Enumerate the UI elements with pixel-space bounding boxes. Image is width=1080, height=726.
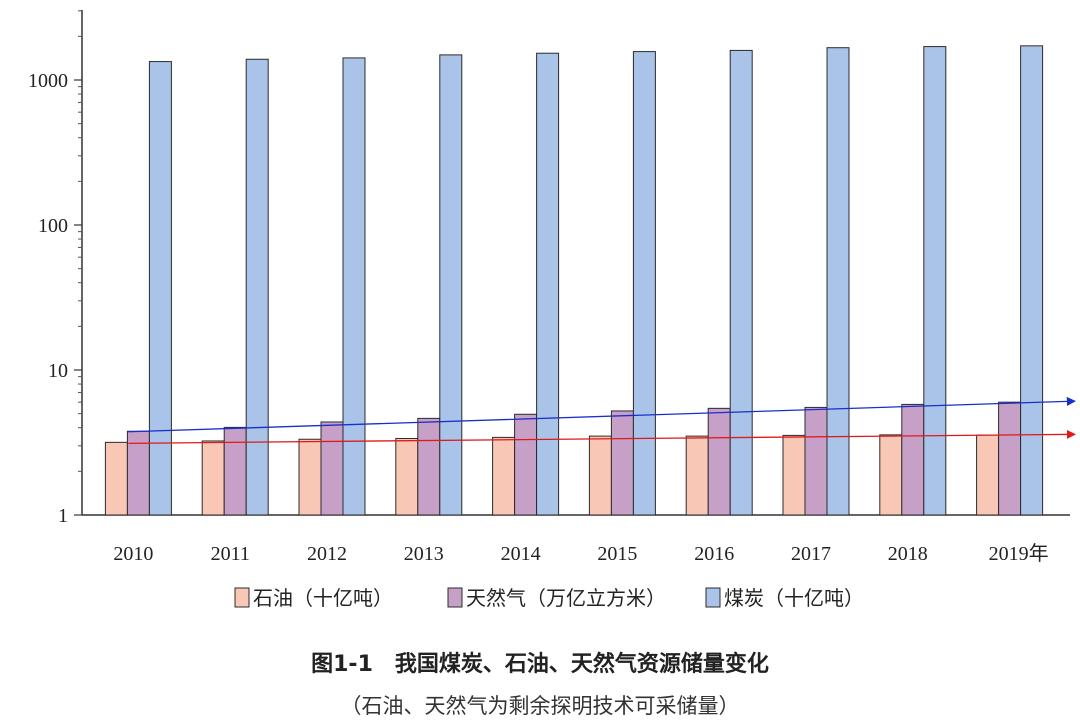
coal-bar-7 bbox=[826, 47, 850, 516]
legend-label: 石油（十亿吨） bbox=[253, 586, 393, 610]
coal-bar-5 bbox=[632, 51, 656, 516]
x-tick-label: 2011 bbox=[211, 543, 250, 565]
oil-bar-7 bbox=[782, 434, 806, 516]
y-axis: 1 10 100 1000 bbox=[28, 10, 83, 527]
gas-bar-7 bbox=[804, 406, 828, 516]
coal-bar-2 bbox=[342, 57, 366, 516]
gas-bar-9 bbox=[998, 401, 1022, 516]
oil-bar-9 bbox=[976, 434, 1000, 516]
x-tick-label: 2012 bbox=[307, 543, 347, 565]
x-tick-label: 2019年 bbox=[989, 542, 1049, 565]
y-tick-label: 10 bbox=[48, 360, 68, 382]
legend-item-gas: 天然气（万亿立方米） bbox=[447, 586, 666, 610]
figure-subtitle: （石油、天然气为剩余探明技术可采储量） bbox=[340, 694, 740, 718]
x-tick-labels: 2010 2011 2012 2013 2014 2015 2016 2017 2018 2019… bbox=[113, 542, 1048, 565]
legend-swatch bbox=[705, 587, 721, 608]
gas-bar-6 bbox=[707, 407, 731, 516]
y-tick-label: 100 bbox=[38, 215, 68, 237]
legend-swatch bbox=[234, 587, 250, 608]
coal-bar-8 bbox=[923, 46, 947, 516]
coal-bar-0 bbox=[148, 61, 172, 516]
x-tick-label: 2018 bbox=[888, 543, 928, 565]
coal-bar-4 bbox=[536, 52, 560, 516]
gas-bar-5 bbox=[610, 410, 634, 516]
oil-bar-6 bbox=[685, 435, 709, 516]
x-tick-label: 2014 bbox=[501, 543, 541, 565]
coal-bar-1 bbox=[245, 58, 269, 516]
x-tick-label: 2010 bbox=[113, 543, 153, 565]
coal-bar-6 bbox=[729, 49, 753, 516]
gas-bar-4 bbox=[514, 413, 538, 516]
gas-bar-1 bbox=[223, 426, 247, 516]
oil-bar-5 bbox=[588, 435, 612, 516]
oil-bar-2 bbox=[298, 438, 322, 516]
legend-item-coal: 煤炭（十亿吨） bbox=[705, 586, 864, 610]
gas-bar-2 bbox=[320, 421, 344, 516]
y-tick-label: 1000 bbox=[28, 70, 68, 92]
legend-label: 煤炭（十亿吨） bbox=[724, 586, 864, 610]
gas-bar-3 bbox=[417, 417, 441, 516]
oil-trend-arrow bbox=[128, 429, 1076, 444]
x-tick-label: 2013 bbox=[404, 543, 444, 565]
legend-item-oil: 石油（十亿吨） bbox=[234, 586, 393, 610]
legend: 石油（十亿吨） 天然气（万亿立方米） 煤炭（十亿吨） bbox=[234, 586, 864, 610]
oil-bar-8 bbox=[879, 434, 903, 516]
trend-lines bbox=[128, 396, 1076, 444]
coal-bar-9 bbox=[1020, 45, 1044, 516]
oil-bar-0 bbox=[104, 441, 128, 516]
gas-trend-arrow bbox=[128, 396, 1076, 433]
oil-bar-1 bbox=[201, 440, 225, 516]
bars bbox=[104, 45, 1044, 516]
figure-title: 图1-1 我国煤炭、石油、天然气资源储量变化 bbox=[311, 652, 769, 677]
oil-bar-4 bbox=[492, 436, 516, 516]
x-tick-label: 2015 bbox=[597, 543, 637, 565]
x-tick-label: 2017 bbox=[791, 543, 831, 565]
oil-bar-3 bbox=[395, 437, 419, 516]
coal-bar-3 bbox=[439, 54, 463, 516]
legend-swatch bbox=[447, 587, 463, 608]
legend-label: 天然气（万亿立方米） bbox=[466, 586, 666, 610]
x-tick-label: 2016 bbox=[694, 543, 734, 565]
y-tick-label: 1 bbox=[58, 505, 68, 527]
gas-bar-8 bbox=[901, 403, 925, 516]
